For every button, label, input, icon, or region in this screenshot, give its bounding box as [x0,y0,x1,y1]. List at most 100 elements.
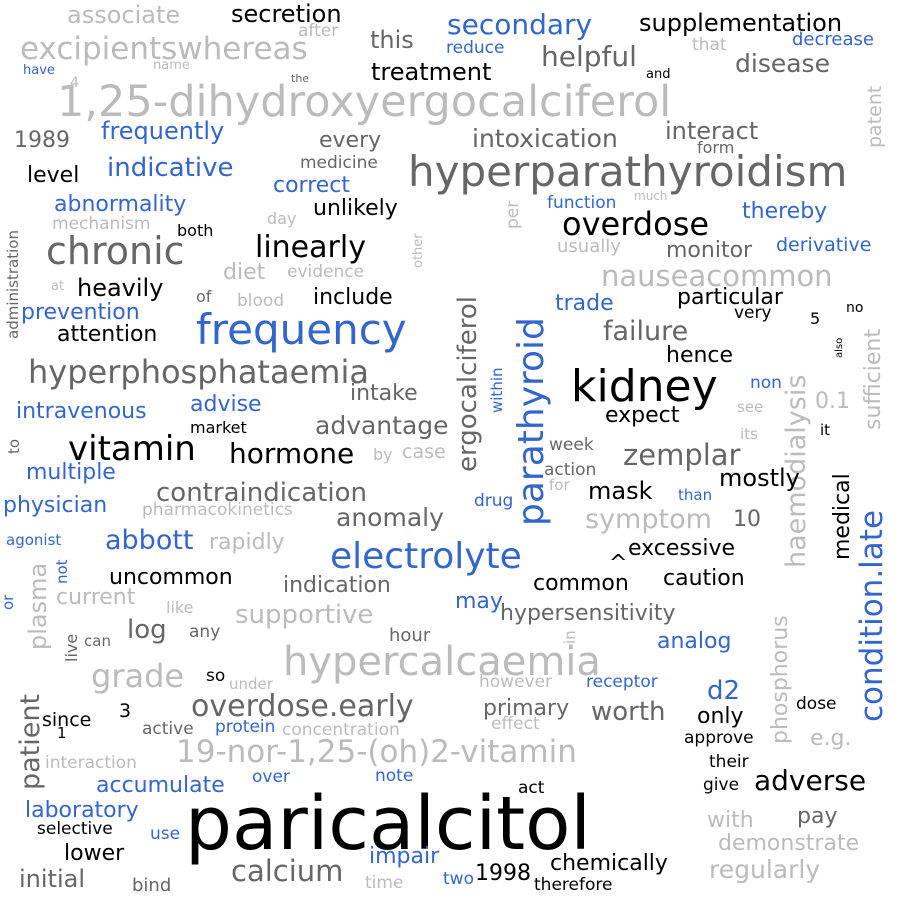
word: 5 [810,309,821,328]
word: current [56,585,136,610]
word: both [177,221,214,240]
word: nauseacommon [601,259,833,293]
word: for [549,476,570,494]
word: excipientswhereas [20,31,308,67]
word: week [549,435,594,455]
word: symptom [585,504,712,535]
word: by [373,445,393,464]
word: frequently [101,117,225,145]
word: case [402,441,446,463]
word: supplementation [639,9,843,37]
word: evidence [287,262,365,282]
word: also [834,337,845,358]
word: physician [3,493,108,518]
word: at [51,279,65,294]
word: zemplar [623,438,741,472]
word: advise [190,392,262,417]
word: level [27,163,80,188]
word: 1,25-dihydroxyergocalciferol [57,77,672,127]
word: active [142,719,194,739]
word: have [23,63,55,78]
word: intravenous [16,399,147,424]
word: or [0,594,17,610]
word: multiple [26,460,116,485]
word: sufficient [861,329,886,430]
word: treatment [371,58,492,86]
word: indicative [107,153,234,183]
word: receptor [586,672,658,692]
word: like [166,598,194,617]
word: ^ [609,551,628,576]
word: phosphorus [768,615,793,744]
word: live [62,633,81,662]
word: contraindication [156,478,367,508]
word: unlikely [313,196,398,221]
word: the [291,72,310,85]
word: act [518,778,545,798]
word: secondary [447,8,593,41]
word: may [455,589,503,614]
word: associate [67,1,181,29]
word: time [365,873,404,893]
word: note [375,766,414,786]
word: hyperparathyroidism [408,147,848,196]
word: condition.late [854,509,890,722]
word: concentration [282,720,400,740]
word: within [488,367,506,414]
word: 0.1 [815,389,850,414]
word: demonstrate [718,831,860,856]
word: patient [15,693,46,790]
word: this [370,26,414,54]
word: in [561,630,579,644]
word: day [267,209,297,228]
word: heavily [77,274,164,302]
word: decrease [792,29,874,50]
word: therefore [534,875,613,895]
word: function [547,193,617,213]
word: expect [605,403,680,428]
word: only [697,704,744,729]
word: pay [797,804,838,829]
word: primary [483,696,570,721]
word: give [703,775,740,795]
word: impair [369,844,440,869]
word: intoxication [472,124,618,153]
word: electrolyte [330,536,522,577]
word: include [313,285,393,310]
word: disease [735,49,830,78]
word: and [646,67,671,82]
word: its [740,425,758,443]
word: adverse [754,764,867,797]
word: chronic [46,229,185,273]
word: vitamin [68,429,196,469]
word: abnormality [54,192,187,217]
word: regularly [709,855,821,884]
word: effect [491,714,540,734]
word: 1989 [14,128,70,153]
word: derivative [776,234,872,256]
word: agonist [6,531,62,549]
word: approve [684,728,754,748]
word: caution [663,566,745,591]
word: secretion [231,0,342,28]
word: correct [273,173,351,198]
word: indication [283,573,391,598]
word: common [533,571,629,596]
word: mechanism [52,214,151,234]
word: laboratory [25,798,139,823]
word: chemically [550,851,668,876]
word: excessive [628,536,736,561]
word: action [544,460,597,480]
word: reduce [446,38,505,58]
word: linearly [255,230,366,265]
word: thereby [742,199,828,224]
word: supportive [235,600,374,630]
word: hour [389,625,431,646]
word: that [692,35,727,55]
word: hypercalcaemia [283,639,601,685]
word: 1 [57,724,67,742]
word: intake [350,381,418,406]
word: medical [830,473,855,560]
word: overdose [562,205,710,243]
